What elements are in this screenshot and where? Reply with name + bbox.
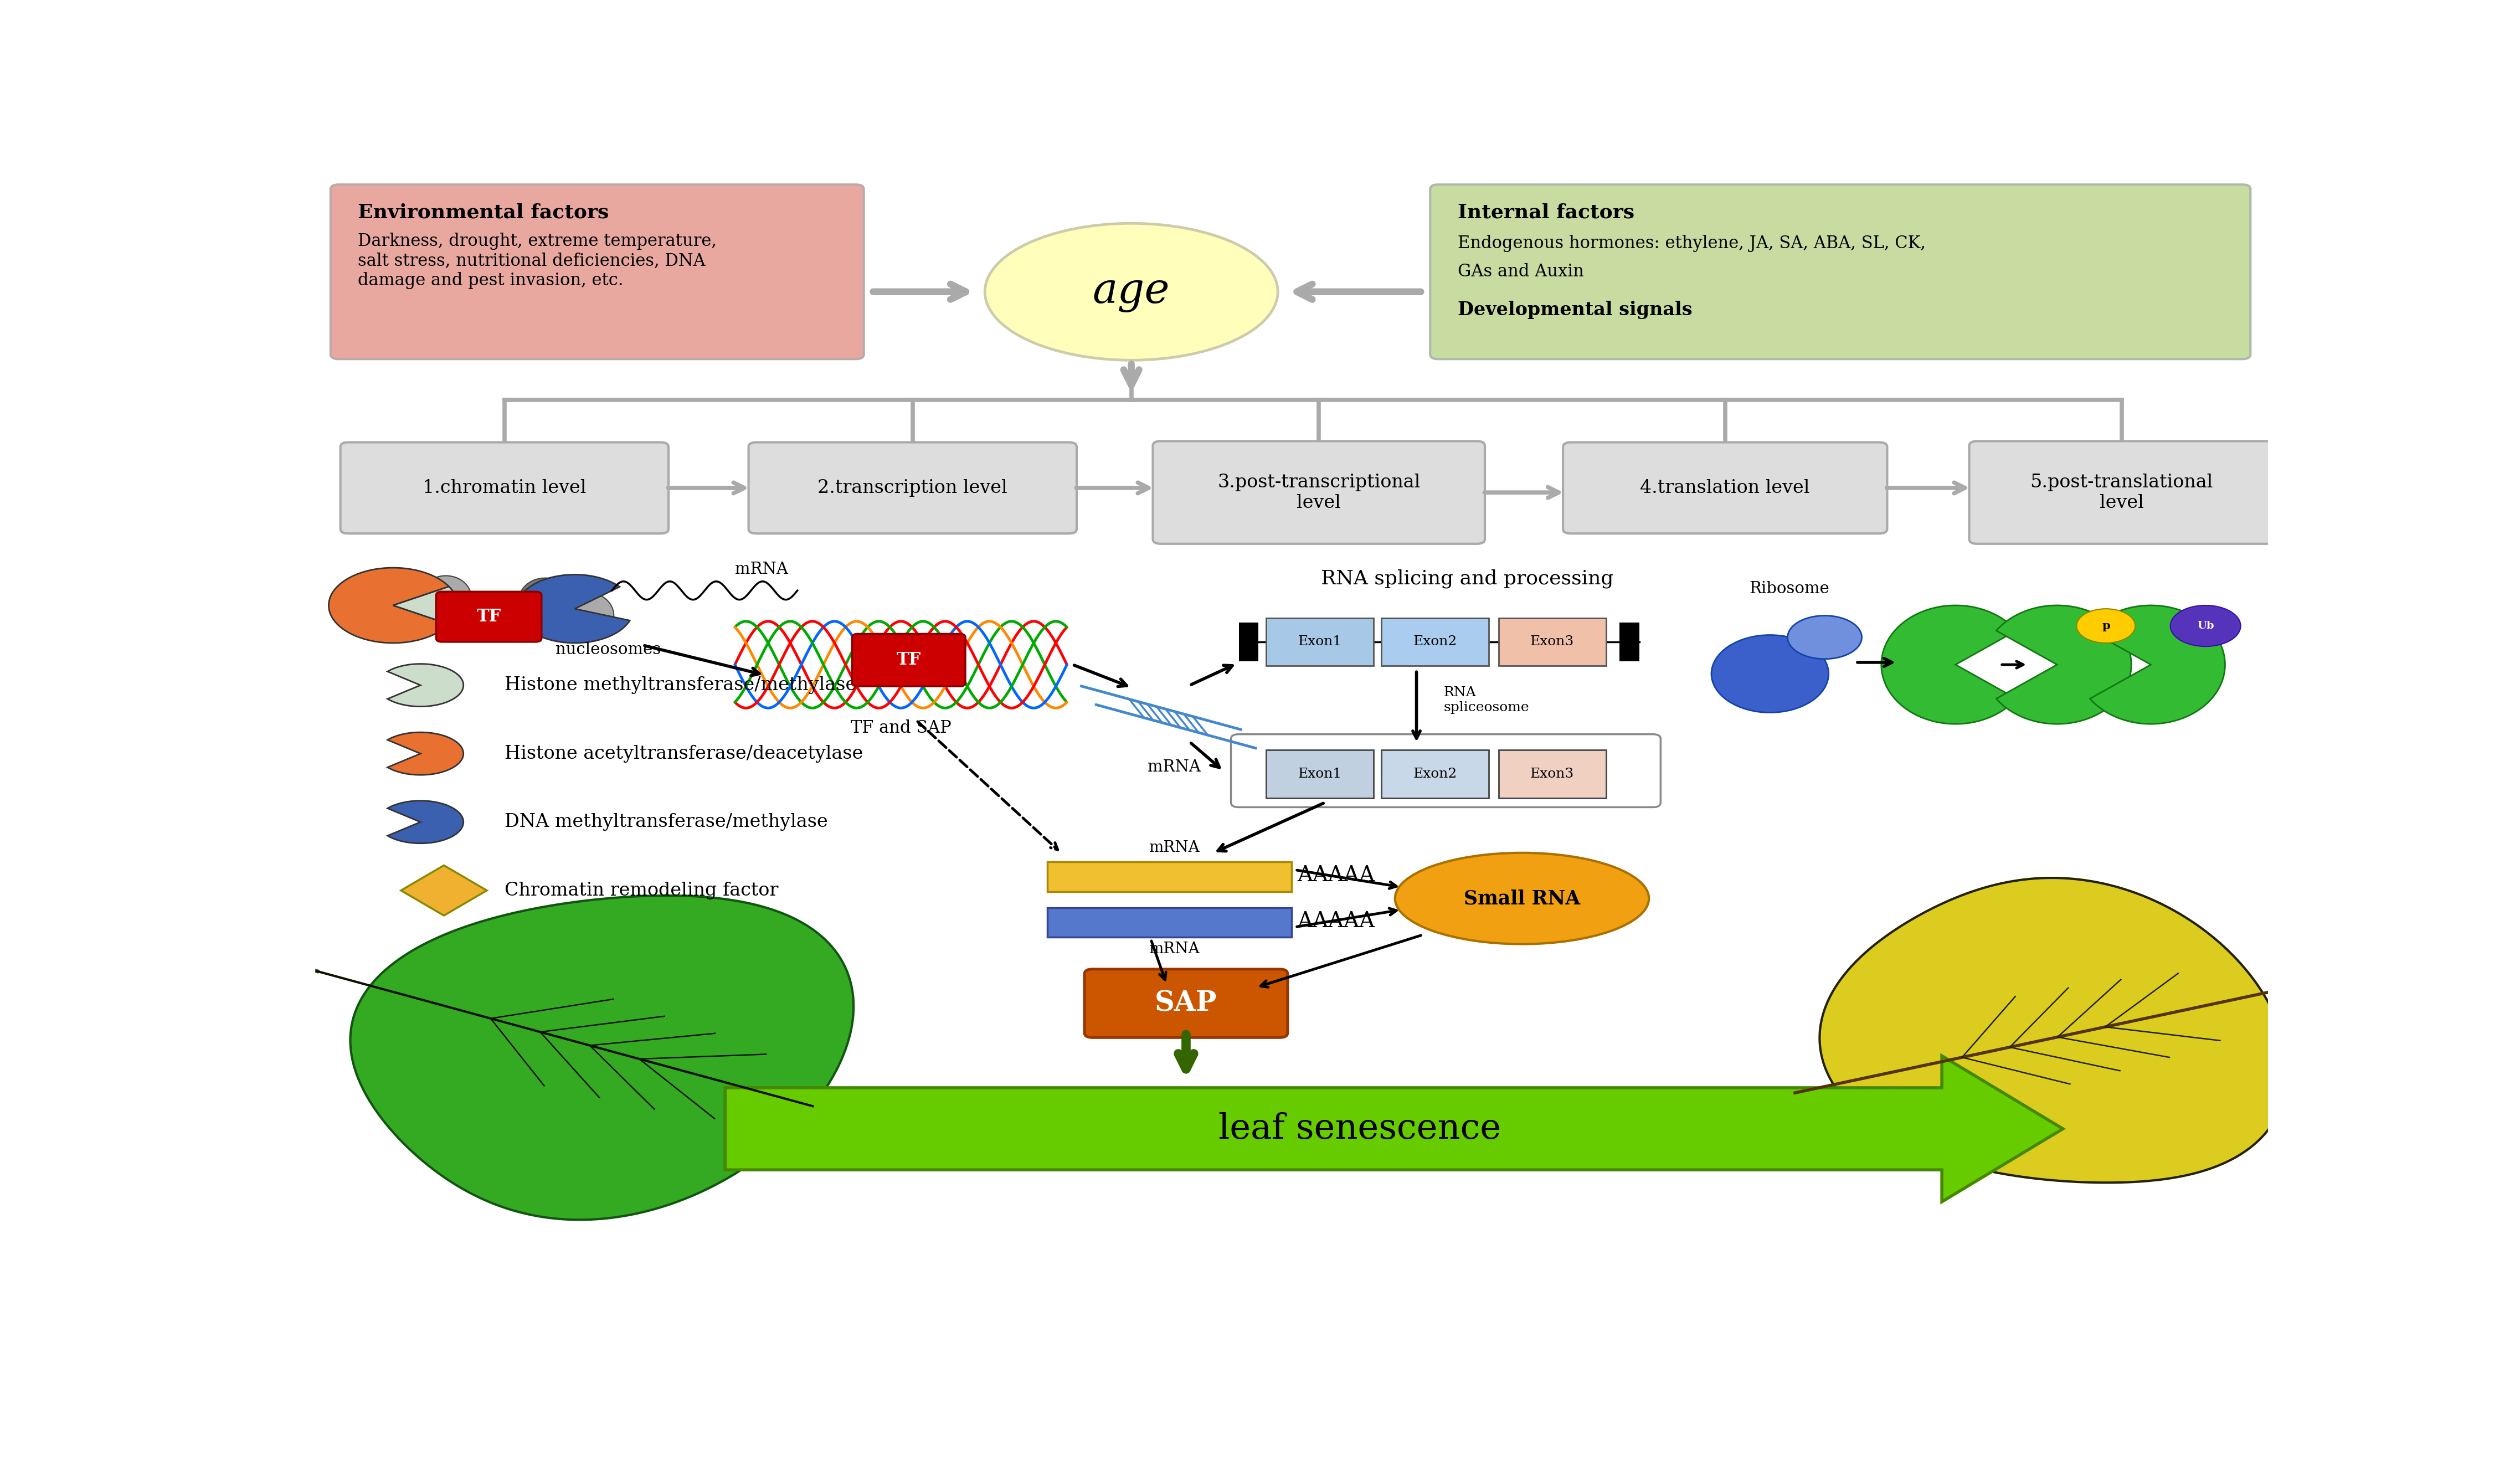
Text: Darkness, drought, extreme temperature,
salt stress, nutritional deficiencies, D: Darkness, drought, extreme temperature, … — [358, 233, 716, 289]
Polygon shape — [350, 896, 854, 1220]
Text: Exon3: Exon3 — [1530, 635, 1575, 649]
Circle shape — [2170, 606, 2240, 646]
Text: DNA methyltransferase/methylase: DNA methyltransferase/methylase — [504, 813, 827, 831]
Polygon shape — [401, 865, 486, 915]
Bar — [1499, 751, 1605, 798]
Text: RNA splicing and processing: RNA splicing and processing — [1320, 569, 1613, 588]
Circle shape — [1628, 1112, 1668, 1136]
Text: Environmental factors: Environmental factors — [358, 203, 610, 222]
Text: Exon2: Exon2 — [1414, 635, 1457, 649]
Text: Internal factors: Internal factors — [1457, 203, 1635, 222]
Text: Exon2: Exon2 — [1414, 767, 1457, 780]
Circle shape — [2076, 609, 2134, 643]
FancyBboxPatch shape — [436, 592, 542, 641]
Bar — [1381, 618, 1489, 666]
Bar — [1265, 751, 1373, 798]
Text: Chromatin remodeling factor: Chromatin remodeling factor — [504, 881, 779, 899]
Polygon shape — [1819, 878, 2288, 1183]
Ellipse shape — [1396, 853, 1648, 943]
Text: 3.post-transcriptional
level: 3.post-transcriptional level — [1217, 474, 1421, 511]
Bar — [1499, 618, 1605, 666]
Polygon shape — [388, 732, 464, 775]
Polygon shape — [726, 1056, 2064, 1201]
Ellipse shape — [1787, 616, 1862, 659]
Bar — [1620, 622, 1638, 661]
Text: TF and SAP: TF and SAP — [852, 720, 950, 736]
FancyBboxPatch shape — [1431, 185, 2250, 358]
FancyBboxPatch shape — [1968, 441, 2273, 544]
Text: SAP: SAP — [1154, 989, 1217, 1017]
Ellipse shape — [519, 578, 572, 622]
Polygon shape — [388, 663, 464, 706]
Wedge shape — [328, 567, 449, 643]
Text: Ub: Ub — [2197, 621, 2215, 631]
Text: TF: TF — [897, 652, 920, 669]
Text: RNA
spliceosome: RNA spliceosome — [1444, 686, 1530, 714]
FancyBboxPatch shape — [1562, 443, 1887, 533]
Bar — [1048, 908, 1290, 937]
Ellipse shape — [464, 592, 519, 640]
Text: mRNA: mRNA — [1147, 760, 1202, 775]
FancyBboxPatch shape — [748, 443, 1076, 533]
Text: Exon1: Exon1 — [1298, 767, 1341, 780]
Text: TF: TF — [476, 609, 501, 625]
FancyBboxPatch shape — [852, 634, 965, 686]
Text: Endogenous hormones: ethylene, JA, SA, ABA, SL, CK,: Endogenous hormones: ethylene, JA, SA, A… — [1457, 235, 1925, 252]
Text: mRNA: mRNA — [1149, 942, 1200, 957]
Ellipse shape — [1711, 635, 1830, 712]
Text: AAAAA: AAAAA — [1298, 865, 1376, 886]
Text: 5.post-translational
level: 5.post-translational level — [2031, 474, 2213, 511]
FancyBboxPatch shape — [1230, 735, 1661, 807]
Circle shape — [156, 921, 194, 943]
Polygon shape — [2089, 606, 2225, 724]
Text: 2.transcription level: 2.transcription level — [816, 478, 1008, 496]
Ellipse shape — [985, 224, 1278, 360]
Text: Ribosome: Ribosome — [1749, 581, 1830, 597]
Text: 4.translation level: 4.translation level — [1641, 478, 1809, 496]
Bar — [1265, 618, 1373, 666]
Text: Small RNA: Small RNA — [1464, 889, 1580, 908]
Polygon shape — [491, 609, 529, 637]
FancyBboxPatch shape — [330, 185, 864, 358]
Text: GAs and Auxin: GAs and Auxin — [1457, 264, 1583, 280]
Polygon shape — [1882, 606, 2016, 724]
Wedge shape — [517, 575, 630, 643]
Text: mRNA: mRNA — [1149, 840, 1200, 855]
Text: Histone methyltransferase/methylase: Histone methyltransferase/methylase — [504, 677, 857, 695]
FancyBboxPatch shape — [1152, 441, 1484, 544]
Ellipse shape — [421, 576, 471, 619]
Bar — [1048, 862, 1290, 892]
Bar — [1381, 751, 1489, 798]
Polygon shape — [388, 801, 464, 843]
Text: p: p — [2102, 621, 2109, 631]
Text: nucleosomes: nucleosomes — [554, 641, 660, 658]
Bar — [1240, 622, 1257, 661]
Text: Exon3: Exon3 — [1530, 767, 1575, 780]
Text: Developmental signals: Developmental signals — [1457, 301, 1691, 320]
Wedge shape — [393, 586, 459, 624]
Text: age: age — [1094, 271, 1169, 312]
Text: Histone acetyltransferase/deacetylase: Histone acetyltransferase/deacetylase — [504, 745, 862, 763]
Text: mRNA: mRNA — [736, 561, 789, 578]
Text: leaf senescence: leaf senescence — [1220, 1112, 1502, 1146]
Ellipse shape — [562, 592, 615, 638]
FancyBboxPatch shape — [1084, 969, 1288, 1038]
Text: 1.chromatin level: 1.chromatin level — [423, 478, 587, 496]
Polygon shape — [1996, 606, 2132, 724]
Text: Exon1: Exon1 — [1298, 635, 1341, 649]
Ellipse shape — [370, 591, 423, 637]
FancyBboxPatch shape — [340, 443, 668, 533]
Text: AAAAA: AAAAA — [1298, 911, 1376, 932]
